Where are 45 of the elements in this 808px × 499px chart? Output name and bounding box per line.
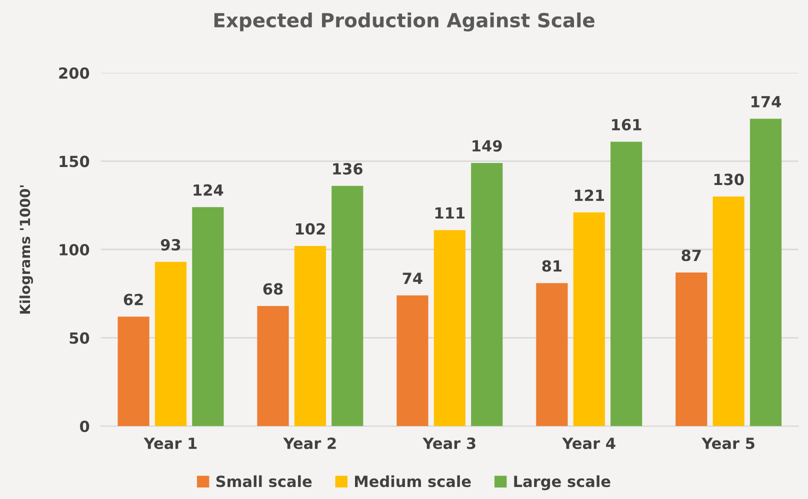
data-label: 74 — [402, 272, 422, 284]
y-axis-title: Kilograms '1000' — [19, 185, 33, 314]
legend-label: Large scale — [514, 475, 610, 490]
data-label: 68 — [263, 283, 283, 295]
bar — [676, 272, 708, 426]
bar — [294, 246, 326, 426]
bar — [750, 118, 782, 426]
bar — [712, 196, 744, 426]
data-label: 161 — [612, 118, 642, 130]
bar — [154, 262, 187, 426]
bar — [396, 295, 428, 426]
bar — [573, 212, 605, 426]
bar — [471, 162, 503, 426]
data-label: 102 — [296, 223, 325, 235]
y-tick-label: 150 — [60, 156, 90, 168]
y-tick-label: 200 — [59, 67, 90, 79]
y-tick-label: 100 — [60, 244, 90, 256]
y-tick-label: 0 — [80, 420, 90, 432]
x-tick-label: Year 5 — [702, 438, 754, 450]
bar — [118, 316, 150, 426]
bar — [192, 207, 224, 426]
data-label: 111 — [435, 207, 465, 219]
data-label: 174 — [752, 96, 782, 108]
bar — [610, 142, 642, 426]
bar — [536, 283, 568, 426]
y-tick-label: 50 — [70, 332, 90, 344]
x-tick-label: Year 1 — [144, 438, 197, 450]
data-label: 121 — [574, 190, 604, 201]
bar — [257, 306, 289, 426]
x-tick-label: Year 2 — [283, 438, 336, 450]
chart-title: Expected Production Against Scale — [214, 12, 594, 32]
x-tick-label: Year 4 — [562, 438, 616, 450]
data-label: 87 — [682, 250, 701, 262]
data-label: 149 — [472, 140, 502, 152]
legend-label: Small scale — [216, 475, 312, 488]
x-tick-label: Year 3 — [422, 438, 476, 450]
data-label: 62 — [124, 294, 143, 306]
bar — [332, 186, 364, 426]
data-label: 93 — [160, 239, 180, 251]
data-label: 124 — [194, 184, 224, 196]
data-label: 136 — [333, 163, 363, 175]
bar — [434, 230, 466, 426]
data-label: 130 — [714, 174, 744, 186]
legend-label: Medium scale — [355, 475, 471, 488]
data-label: 81 — [542, 260, 562, 272]
